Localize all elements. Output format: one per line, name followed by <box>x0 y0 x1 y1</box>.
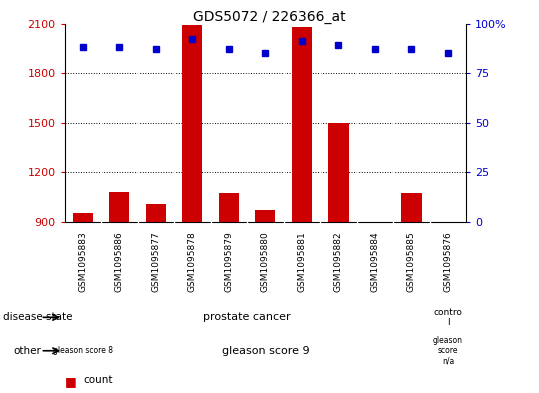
Text: GSM1095882: GSM1095882 <box>334 231 343 292</box>
Text: GSM1095876: GSM1095876 <box>444 231 452 292</box>
Bar <box>146 204 166 222</box>
Text: other: other <box>13 346 42 356</box>
Text: GSM1095878: GSM1095878 <box>188 231 197 292</box>
Text: prostate cancer: prostate cancer <box>203 312 291 322</box>
Bar <box>292 27 312 222</box>
Text: gleason
score
n/a: gleason score n/a <box>433 336 463 365</box>
Bar <box>402 193 421 222</box>
Bar <box>255 211 275 222</box>
Text: count: count <box>84 375 113 385</box>
Text: GSM1095886: GSM1095886 <box>115 231 124 292</box>
Bar <box>182 25 203 222</box>
Bar <box>109 192 129 222</box>
Text: GSM1095880: GSM1095880 <box>261 231 270 292</box>
Text: GSM1095885: GSM1095885 <box>407 231 416 292</box>
Text: disease state: disease state <box>3 312 72 322</box>
Text: GSM1095884: GSM1095884 <box>370 231 379 292</box>
Text: gleason score 8: gleason score 8 <box>53 346 113 355</box>
Text: GSM1095877: GSM1095877 <box>151 231 161 292</box>
Bar <box>73 213 93 222</box>
Text: ■: ■ <box>65 375 77 388</box>
Bar <box>219 193 239 222</box>
Text: GSM1095883: GSM1095883 <box>79 231 87 292</box>
Text: contro
l: contro l <box>433 308 462 327</box>
Text: gleason score 9: gleason score 9 <box>222 346 309 356</box>
Bar <box>328 123 349 222</box>
Text: GDS5072 / 226366_at: GDS5072 / 226366_at <box>193 10 346 24</box>
Text: GSM1095879: GSM1095879 <box>224 231 233 292</box>
Text: GSM1095881: GSM1095881 <box>298 231 307 292</box>
